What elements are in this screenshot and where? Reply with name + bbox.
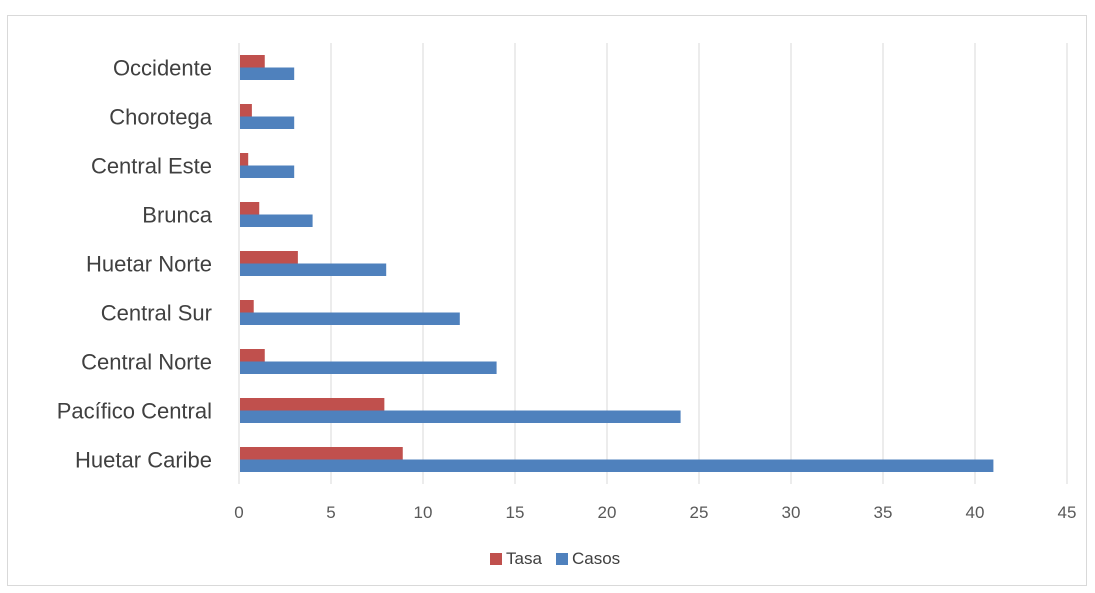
chart-frame: 0 5 10 15 20 25 30 35 40 45 Huetar Caribe Pacífico… — [7, 15, 1087, 586]
bar-tasa-chorotega — [240, 104, 252, 117]
legend-swatch-tasa — [490, 553, 502, 565]
bar-tasa-huetar-caribe — [240, 447, 403, 460]
category-label-huetar-norte: Huetar Norte — [86, 252, 212, 277]
category-label-brunca: Brunca — [142, 203, 212, 228]
category-label-central-sur: Central Sur — [101, 301, 212, 326]
x-tick-label-20: 20 — [598, 503, 617, 522]
bar-tasa-occidente — [240, 55, 265, 68]
x-tick-label-10: 10 — [414, 503, 433, 522]
bar-casos-huetar-caribe — [240, 459, 994, 472]
category-label-chorotega: Chorotega — [109, 105, 213, 130]
bar-tasa-huetar-norte — [240, 251, 298, 264]
bar-casos-huetar-norte — [240, 263, 387, 276]
category-label-occidente: Occidente — [113, 56, 212, 81]
x-tick-label-15: 15 — [506, 503, 525, 522]
bar-tasa-central-este — [240, 153, 249, 166]
x-tick-label-30: 30 — [782, 503, 801, 522]
category-label-central-norte: Central Norte — [81, 350, 212, 375]
legend-swatch-casos — [556, 553, 568, 565]
bar-tasa-central-norte — [240, 349, 265, 362]
bar-casos-brunca — [240, 214, 313, 227]
category-label-huetar-caribe: Huetar Caribe — [75, 448, 212, 473]
bar-tasa-pacifico-central — [240, 398, 385, 411]
x-tick-label-35: 35 — [874, 503, 893, 522]
x-tick-label-45: 45 — [1058, 503, 1077, 522]
x-tick-label-40: 40 — [966, 503, 985, 522]
bar-casos-occidente — [240, 67, 295, 80]
category-label-pacifico-central: Pacífico Central — [57, 399, 212, 424]
x-axis-tick-labels: 0 5 10 15 20 25 30 35 40 45 — [234, 503, 1076, 522]
x-tick-label-0: 0 — [234, 503, 243, 522]
legend: Tasa Casos — [490, 549, 620, 568]
bar-casos-central-norte — [240, 361, 497, 374]
category-label-central-este: Central Este — [91, 154, 212, 179]
bar-casos-central-este — [240, 165, 295, 178]
bar-tasa-brunca — [240, 202, 260, 215]
legend-label-tasa: Tasa — [506, 549, 542, 568]
y-axis-category-labels: Huetar Caribe Pacífico Central Central Nor… — [57, 56, 213, 473]
bar-casos-central-sur — [240, 312, 460, 325]
bar-casos-pacifico-central — [240, 410, 681, 423]
bar-chart: 0 5 10 15 20 25 30 35 40 45 Huetar Caribe Pacífico… — [57, 43, 1076, 568]
x-tick-label-25: 25 — [690, 503, 709, 522]
bars — [240, 55, 994, 472]
bar-casos-chorotega — [240, 116, 295, 129]
gridlines — [330, 43, 1068, 484]
legend-label-casos: Casos — [572, 549, 620, 568]
x-tick-label-5: 5 — [326, 503, 335, 522]
bar-tasa-central-sur — [240, 300, 254, 313]
